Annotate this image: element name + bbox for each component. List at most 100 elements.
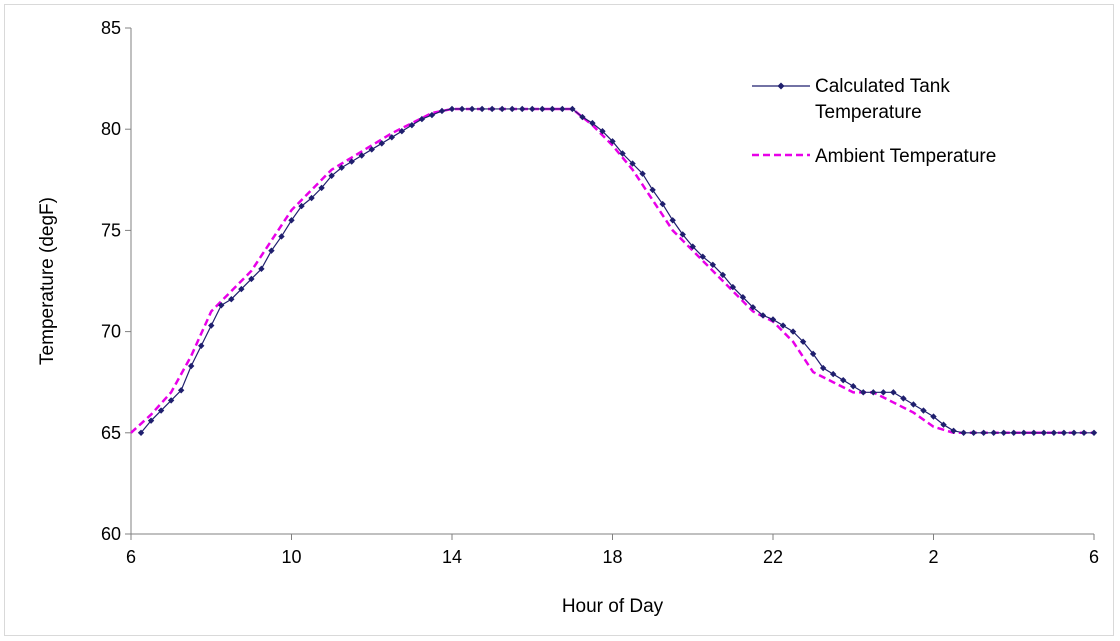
tank-temperature-point: [840, 376, 847, 384]
tank-temperature-point: [940, 421, 947, 428]
tank-temperature-point: [398, 128, 406, 135]
tank-temperature-point: [468, 105, 476, 113]
tank-temperature-point: [709, 261, 717, 269]
tank-temperature-point: [809, 350, 817, 358]
tank-temperature-point: [920, 407, 927, 414]
tank-temperature-point: [679, 231, 686, 238]
tank-temperature-point: [228, 296, 235, 303]
tank-temperature-point: [850, 383, 857, 390]
legend-tank-marker: [777, 82, 785, 90]
tank-temperature-point: [458, 105, 466, 113]
tank-temperature-point: [549, 105, 556, 113]
tank-temperature-point: [769, 316, 777, 323]
x-tick-label: 14: [442, 547, 462, 567]
y-tick-label: 70: [101, 322, 121, 342]
tank-temperature-point: [519, 105, 526, 113]
tank-temperature-point: [860, 389, 867, 396]
tank-temperature-point: [829, 370, 837, 378]
x-tick-label: 18: [602, 547, 622, 567]
tank-temperature-point: [689, 243, 696, 250]
tank-temperature-point: [318, 184, 325, 192]
y-axis-title: Temperature (degF): [37, 197, 58, 365]
tank-temperature-point: [1040, 429, 1048, 436]
tank-temperature-point: [589, 119, 596, 127]
tank-temperature-point: [167, 397, 175, 404]
y-tick-label: 80: [101, 119, 121, 139]
tank-temperature-point: [478, 105, 486, 113]
tank-temperature-point: [569, 105, 576, 113]
x-axis-title: Hour of Day: [562, 596, 664, 617]
x-tick-label: 10: [281, 547, 301, 567]
tank-temperature-point: [298, 202, 305, 210]
legend-label-ambient: Ambient Temperature: [815, 146, 996, 167]
tank-temperature-point: [498, 105, 506, 113]
tank-temperature-point: [599, 128, 606, 135]
tank-temperature-point: [699, 253, 706, 260]
tank-temperature-point: [147, 417, 155, 424]
tank-temperature-point: [779, 322, 787, 329]
x-tick-label: 6: [126, 547, 136, 567]
tank-temperature-point: [348, 158, 355, 165]
y-tick-label: 85: [101, 18, 121, 38]
legend-label-tank: Calculated Tank: [815, 76, 950, 97]
tank-temperature-point: [258, 265, 265, 273]
tank-temperature-point: [177, 387, 185, 394]
tank-temperature-point: [579, 113, 586, 121]
tank-temperature-point: [819, 364, 827, 372]
tank-temperature-point: [268, 247, 275, 254]
legend-label-tank: Temperature: [815, 102, 922, 123]
tank-temperature-point: [408, 121, 416, 129]
tank-temperature-point: [719, 271, 727, 279]
tank-temperature-point: [1080, 429, 1088, 436]
tank-temperature-point: [1020, 429, 1027, 436]
tank-temperature-point: [278, 233, 285, 240]
tank-temperature-point: [368, 146, 375, 153]
tank-temperature-point: [529, 105, 536, 113]
tank-temperature-point: [208, 322, 215, 329]
ambient-temperature-line: [130, 107, 1094, 435]
tank-temperature-point: [990, 429, 997, 436]
tank-temperature-point: [890, 389, 897, 396]
tank-temperature-point: [1060, 429, 1068, 436]
tank-temperature-point: [358, 152, 365, 159]
tank-temperature-point: [960, 429, 967, 436]
tank-temperature-point: [799, 338, 807, 345]
tank-temperature-point: [1070, 429, 1078, 436]
tank-temperature-point: [980, 429, 987, 436]
tank-temperature-point: [729, 283, 737, 291]
tank-temperature-point: [508, 105, 516, 113]
x-tick-label: 22: [763, 547, 783, 567]
tank-temperature-point: [609, 138, 616, 145]
y-axis-ticks: 60 65 70 75 80 85: [101, 18, 131, 544]
y-tick-label: 65: [101, 423, 121, 443]
tank-temperature-point: [749, 304, 757, 311]
tank-temperature-point: [157, 407, 165, 414]
tank-temperature-point: [198, 342, 205, 349]
tank-temperature-point: [659, 200, 666, 208]
tank-temperature-point: [539, 105, 546, 113]
tank-temperature-point: [559, 105, 566, 113]
tank-temperature-point: [218, 302, 225, 309]
series-layer: [130, 105, 1098, 436]
tank-temperature-point: [900, 395, 907, 402]
tank-temperature-point: [1050, 429, 1058, 436]
tank-temperature-point: [669, 217, 676, 224]
y-tick-label: 75: [101, 220, 121, 240]
tank-temperature-point: [880, 389, 887, 396]
tank-temperature-point: [338, 164, 345, 171]
legend: Calculated Tank Temperature Ambient Temper…: [752, 76, 996, 167]
y-tick-label: 60: [101, 524, 121, 544]
tank-temperature-point: [448, 105, 456, 113]
tank-temperature-point: [428, 111, 436, 119]
tank-temperature-point: [1090, 429, 1098, 436]
tank-temperature-point: [639, 170, 646, 177]
tank-temperature-point: [238, 285, 245, 293]
x-tick-label: 2: [928, 547, 938, 567]
tank-temperature-point: [910, 401, 917, 408]
tank-temperature-point: [388, 134, 396, 141]
tank-temperature-point: [418, 115, 426, 123]
tank-temperature-point: [488, 105, 496, 113]
tank-temperature-point: [187, 362, 195, 370]
